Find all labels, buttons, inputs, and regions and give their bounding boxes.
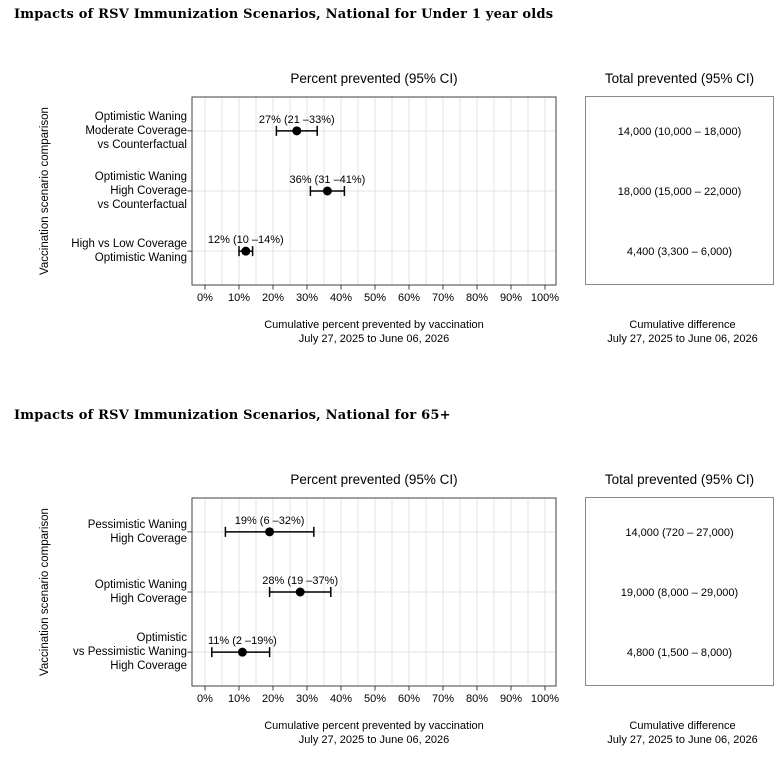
totals-box: 14,000 (720 – 27,000) 19,000 (8,000 – 29… [585,497,774,686]
x-axis-caption: Cumulative percent prevented by vaccinat… [192,318,556,346]
caption-line: July 27, 2025 to June 06, 2026 [298,333,450,345]
forest-plot-svg: 0% 10% 20% 30% 40% 50% 60% 70% 80% 90% 100% 19% (6 … [187,497,559,705]
total-value: 19,000 (8,000 – 29,000) [620,587,739,599]
row-label: High vs Low Coverage Optimistic Waning [0,237,187,265]
estimate-label: 28% (19 –37%) [262,575,338,587]
caption-line: July 27, 2025 to June 06, 2026 [607,333,758,345]
data-point [265,527,275,537]
estimate-label: 36% (31 –41%) [289,174,365,186]
x-tick-label: 30% [296,693,318,705]
caption-line: Cumulative percent prevented by vaccinat… [264,720,484,732]
forest-plot-svg: 0% 10% 20% 30% 40% 50% 60% 70% 80% 90% 100% 27% (21… [187,96,559,304]
row-label-line: High Coverage [110,185,187,197]
data-point [237,647,247,657]
estimate-label: 12% (10 –14%) [208,234,284,246]
x-tick-label: 30% [296,292,318,304]
figure-title: Impacts of RSV Immunization Scenarios, N… [14,408,451,423]
x-tick-label: 70% [432,693,454,705]
caption-line: July 27, 2025 to June 06, 2026 [298,734,450,746]
x-tick-label: 0% [197,693,213,705]
x-tick-label: 100% [531,292,559,304]
row-label: Optimistic Waning Moderate Coverage vs C… [0,110,187,152]
estimate-label: 19% (6 –32%) [235,515,305,527]
row-label-line: High Coverage [110,660,187,672]
caption-line: Cumulative difference [629,720,736,732]
row-label-line: vs Counterfactual [97,139,188,151]
x-tick-label: 60% [398,693,420,705]
total-value: 18,000 (15,000 – 22,000) [617,186,742,198]
x-tick-label: 100% [531,693,559,705]
estimate-label: 27% (21 –33%) [259,114,335,126]
row-label-line: Optimistic Waning [94,171,187,183]
row-label-line: Optimistic Waning [94,252,187,264]
x-tick-label: 70% [432,292,454,304]
x-tick-label: 90% [500,292,522,304]
total-value: 14,000 (720 – 27,000) [625,527,734,539]
x-tick-label: 80% [466,693,488,705]
percent-panel-title: Percent prevented (95% CI) [290,472,458,487]
chart-section-under-1: Impacts of RSV Immunization Scenarios, N… [0,0,781,360]
row-label-line: High vs Low Coverage [71,238,187,250]
x-axis-caption: Cumulative percent prevented by vaccinat… [192,719,556,747]
percent-panel-title: Percent prevented (95% CI) [290,71,458,86]
x-tick-label: 40% [330,693,352,705]
row-label: Pessimistic Waning High Coverage [0,518,187,546]
caption-line: Cumulative difference [629,319,736,331]
x-tick-label: 20% [262,693,284,705]
totals-caption: Cumulative difference July 27, 2025 to J… [584,318,781,346]
data-point [322,186,332,196]
totals-panel-title: Total prevented (95% CI) [604,472,755,487]
row-label-line: Pessimistic Waning [87,519,187,531]
row-label-line: vs Pessimistic Waning [73,646,187,658]
data-point [292,126,302,136]
x-tick-label: 50% [364,693,386,705]
chart-section-65-plus: Impacts of RSV Immunization Scenarios, N… [0,401,781,760]
figure-title: Impacts of RSV Immunization Scenarios, N… [14,7,554,22]
x-tick-label: 10% [228,292,250,304]
row-label-line: Optimistic [136,632,187,644]
caption-line: Cumulative percent prevented by vaccinat… [264,319,484,331]
x-tick-label: 10% [228,693,250,705]
estimate-label: 11% (2 –19%) [208,635,277,647]
data-point [241,246,251,256]
x-tick-label: 40% [330,292,352,304]
x-tick-label: 60% [398,292,420,304]
row-label-line: Moderate Coverage [85,125,187,137]
row-label-line: Optimistic Waning [94,579,187,591]
row-label-line: High Coverage [110,593,187,605]
row-label: Optimistic Waning High Coverage vs Count… [0,170,187,212]
total-value: 4,400 (3,300 – 6,000) [626,246,733,258]
row-label-line: Optimistic Waning [94,111,187,123]
x-tick-label: 50% [364,292,386,304]
x-tick-label: 80% [466,292,488,304]
row-label: Optimistic vs Pessimistic Waning High Co… [0,631,187,673]
total-value: 4,800 (1,500 – 8,000) [626,647,733,659]
totals-panel-title: Total prevented (95% CI) [604,71,755,86]
totals-caption: Cumulative difference July 27, 2025 to J… [584,719,781,747]
total-value: 14,000 (10,000 – 18,000) [617,126,742,138]
row-label-line: vs Counterfactual [97,199,188,211]
caption-line: July 27, 2025 to June 06, 2026 [607,734,758,746]
row-label: Optimistic Waning High Coverage [0,578,187,606]
row-label-line: High Coverage [110,533,187,545]
x-tick-label: 20% [262,292,284,304]
totals-box: 14,000 (10,000 – 18,000) 18,000 (15,000 … [585,96,774,285]
x-tick-label: 90% [500,693,522,705]
x-tick-label: 0% [197,292,213,304]
data-point [295,587,305,597]
